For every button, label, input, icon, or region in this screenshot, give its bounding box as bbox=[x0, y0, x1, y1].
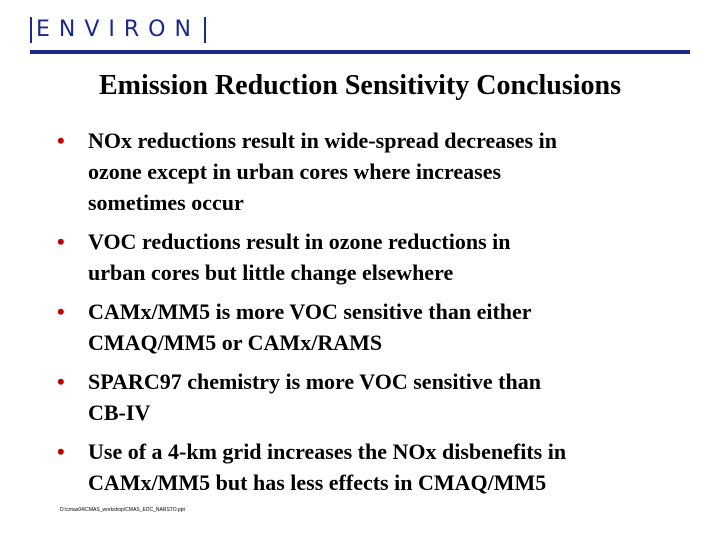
bullet-list: NOx reductions result in wide-spread dec… bbox=[57, 125, 697, 506]
bullet-text: CAMx/MM5 but has less effects in CMAQ/MM… bbox=[88, 470, 547, 495]
bullet-text: urban cores but little change elsewhere bbox=[88, 260, 454, 285]
bullet-text: CMAQ/MM5 or CAMx/RAMS bbox=[88, 330, 383, 355]
bullet-item: NOx reductions result in wide-spread dec… bbox=[57, 125, 697, 218]
bullet-text: CB-IV bbox=[88, 400, 151, 425]
bullet-text: VOC reductions result in ozone reduction… bbox=[88, 229, 511, 254]
bullet-text: CAMx/MM5 is more VOC sensitive than eith… bbox=[88, 299, 532, 324]
bullet-item: CAMx/MM5 is more VOC sensitive than eith… bbox=[57, 296, 697, 358]
bullet-text: SPARC97 chemistry is more VOC sensitive … bbox=[88, 369, 541, 394]
bullet-text: ozone except in urban cores where increa… bbox=[88, 159, 502, 184]
bullet-item: VOC reductions result in ozone reduction… bbox=[57, 226, 697, 288]
bullet-text: Use of a 4-km grid increases the NOx dis… bbox=[88, 439, 567, 464]
logo: ENVIRON bbox=[30, 17, 206, 43]
slide-title: Emission Reduction Sensitivity Conclusio… bbox=[99, 70, 621, 101]
bullet-item: SPARC97 chemistry is more VOC sensitive … bbox=[57, 366, 697, 428]
bullet-text: NOx reductions result in wide-spread dec… bbox=[88, 128, 557, 153]
footer-path: D:\cmas04\CMAS_workshop\CMAS_EDC_NARSTO.… bbox=[60, 507, 185, 513]
bullet-item: Use of a 4-km grid increases the NOx dis… bbox=[57, 436, 697, 498]
bullet-text: sometimes occur bbox=[88, 190, 244, 215]
header-rule bbox=[30, 50, 690, 54]
